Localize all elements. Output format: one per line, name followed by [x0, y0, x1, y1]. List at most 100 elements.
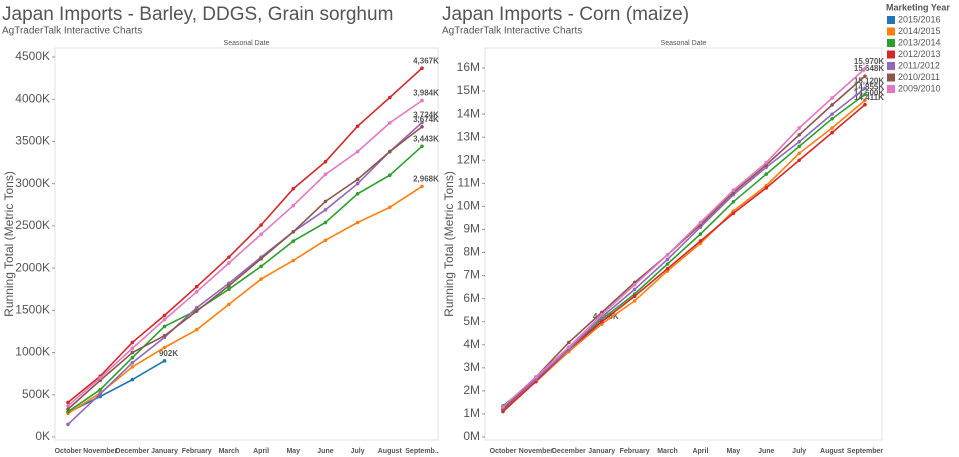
data-point — [323, 220, 328, 225]
data-point — [830, 130, 834, 135]
legend-label: 2011/2012 — [898, 60, 940, 70]
legend-label: 2009/2010 — [898, 83, 941, 93]
data-point — [259, 257, 263, 261]
y-tick-label: 3M — [463, 360, 480, 374]
data-point — [259, 232, 263, 237]
data-point — [863, 102, 867, 107]
x-tick-label: February — [182, 448, 212, 455]
data-point — [66, 403, 70, 408]
data-point — [388, 149, 392, 154]
plot-area — [484, 47, 883, 441]
data-point — [863, 86, 867, 91]
x-tick-label: November — [519, 448, 554, 455]
data-point — [130, 340, 135, 345]
data-point — [731, 188, 736, 193]
data-point — [291, 258, 296, 263]
x-tick-label: February — [620, 448, 650, 455]
x-tick-label: April — [692, 448, 708, 455]
data-point — [534, 375, 538, 379]
x-tick-label: January — [151, 448, 178, 455]
x-tick-label: June — [317, 448, 333, 455]
data-point — [632, 299, 637, 303]
data-point — [632, 294, 637, 299]
series-line — [67, 99, 423, 407]
x-tick-label: September — [847, 448, 883, 455]
data-label: 2,968K — [413, 174, 439, 183]
data-point — [797, 151, 801, 156]
data-point — [599, 319, 604, 324]
y-tick-label: 500K — [22, 387, 50, 401]
data-point — [130, 346, 135, 351]
plot-area — [54, 47, 439, 441]
y-tick-label: 10M — [457, 199, 480, 213]
data-point — [227, 261, 231, 265]
data-point — [162, 324, 167, 329]
series-line — [67, 145, 423, 413]
series-line — [502, 87, 866, 410]
data-point — [797, 158, 801, 163]
x-tick-label: August — [820, 448, 845, 455]
data-point — [194, 309, 199, 313]
series-line — [67, 121, 423, 425]
data-point — [698, 239, 703, 243]
data-point — [731, 211, 736, 216]
data-point — [764, 172, 769, 176]
series-line — [67, 126, 423, 410]
data-point — [797, 133, 801, 137]
data-point — [863, 98, 867, 103]
data-label: 15,648K — [854, 64, 884, 73]
data-point — [66, 407, 70, 411]
data-point — [420, 66, 424, 71]
data-point — [98, 376, 102, 380]
y-tick-label: 4M — [463, 337, 480, 351]
data-point — [162, 359, 167, 363]
chart-title: Japan Imports - Barley, DDGS, Grain sorg… — [2, 4, 393, 25]
data-point — [698, 232, 703, 236]
data-point — [323, 208, 328, 212]
data-point — [227, 302, 231, 307]
y-tick-label: 6M — [463, 291, 480, 305]
data-point — [162, 333, 167, 338]
data-point — [830, 126, 834, 130]
data-point — [162, 317, 167, 322]
y-tick-label: 1500K — [15, 303, 50, 317]
y-tick-label: 1M — [463, 406, 480, 420]
data-point — [501, 405, 505, 409]
data-point — [259, 264, 263, 269]
data-point — [323, 172, 328, 177]
series-line — [67, 67, 423, 404]
y-tick-label: 8M — [463, 245, 480, 259]
data-label: 902K — [159, 349, 178, 358]
data-point — [665, 266, 670, 271]
data-point — [66, 409, 70, 414]
y-tick-label: 16M — [457, 60, 480, 74]
y-tick-label: 3500K — [15, 134, 50, 148]
x-tick-label: November — [83, 448, 118, 455]
data-point — [162, 313, 167, 318]
data-point — [863, 92, 867, 97]
data-label: 4,367K — [413, 56, 439, 65]
data-point — [259, 223, 263, 227]
data-label: 14,411K — [854, 93, 884, 102]
x-tick-label: March — [657, 448, 678, 455]
data-point — [420, 120, 424, 125]
data-point — [797, 144, 801, 149]
data-point — [162, 345, 167, 350]
data-label: 14,600K — [854, 88, 884, 97]
data-label: 14,855K — [854, 83, 884, 92]
data-label: 3,443K — [413, 134, 439, 143]
data-point — [355, 192, 360, 196]
y-tick-label: 13M — [457, 129, 480, 143]
y-tick-label: 14M — [457, 106, 480, 120]
data-point — [227, 284, 231, 288]
data-point — [130, 365, 135, 369]
legend-label: 2010/2011 — [898, 72, 940, 82]
legend-swatch — [887, 62, 895, 70]
y-tick-label: 4000K — [15, 91, 50, 105]
legend-swatch — [887, 73, 895, 82]
x-tick-label: October — [55, 448, 82, 455]
y-tick-label: 0M — [463, 429, 480, 443]
y-tick-label: 9M — [463, 222, 480, 236]
data-point — [130, 377, 135, 382]
